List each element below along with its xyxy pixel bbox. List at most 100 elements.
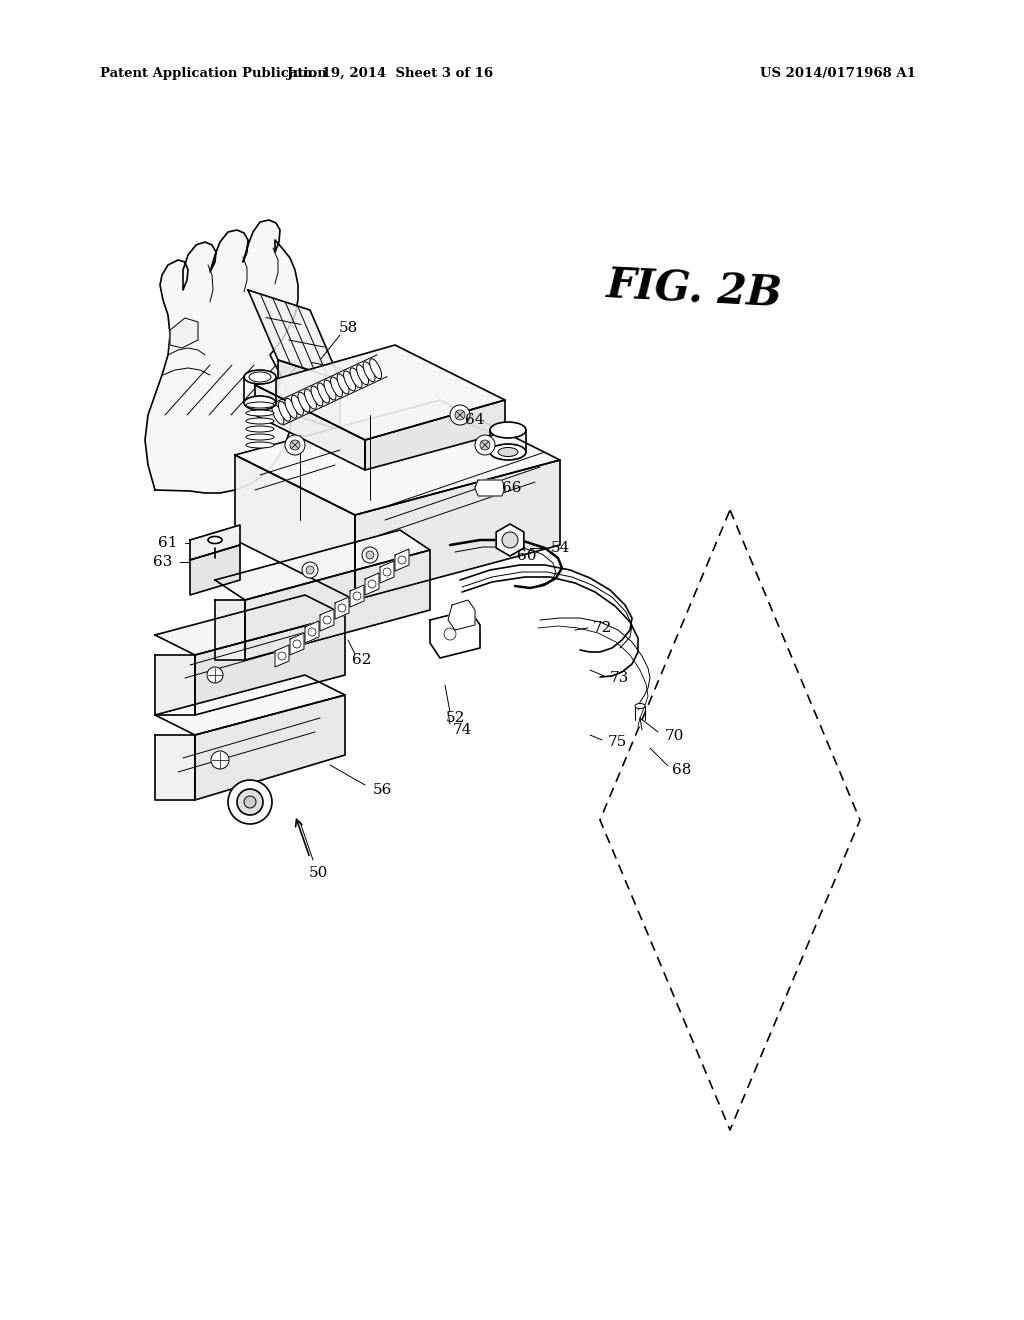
Polygon shape (290, 634, 304, 655)
Ellipse shape (344, 371, 355, 391)
Circle shape (450, 405, 470, 425)
Polygon shape (365, 400, 505, 470)
Ellipse shape (317, 383, 330, 403)
Ellipse shape (285, 399, 297, 418)
Text: Patent Application Publication: Patent Application Publication (100, 66, 327, 79)
Ellipse shape (498, 447, 518, 457)
Polygon shape (255, 345, 505, 440)
Polygon shape (195, 696, 345, 800)
Text: 56: 56 (373, 783, 392, 797)
Text: 58: 58 (338, 321, 357, 335)
Text: 75: 75 (607, 735, 627, 748)
Polygon shape (449, 601, 475, 630)
Polygon shape (355, 459, 560, 601)
Ellipse shape (490, 422, 526, 438)
Ellipse shape (208, 536, 222, 544)
Text: 62: 62 (352, 653, 372, 667)
Ellipse shape (292, 395, 303, 414)
Circle shape (285, 436, 305, 455)
Text: FIG. 2B: FIG. 2B (606, 264, 784, 315)
Ellipse shape (246, 418, 274, 424)
Polygon shape (335, 597, 349, 619)
Circle shape (290, 440, 300, 450)
Polygon shape (155, 595, 345, 655)
Text: 64: 64 (465, 413, 484, 426)
Polygon shape (395, 549, 409, 572)
Text: 61: 61 (159, 536, 178, 550)
Text: 66: 66 (502, 480, 522, 495)
Ellipse shape (475, 480, 505, 495)
Polygon shape (430, 610, 480, 657)
Ellipse shape (244, 396, 276, 411)
Circle shape (353, 591, 361, 601)
Polygon shape (278, 360, 340, 430)
Text: 68: 68 (673, 763, 691, 777)
Polygon shape (380, 561, 394, 583)
Text: 73: 73 (609, 671, 629, 685)
Polygon shape (195, 615, 345, 715)
Polygon shape (155, 655, 195, 715)
Ellipse shape (298, 392, 310, 412)
Ellipse shape (272, 404, 284, 424)
Polygon shape (155, 675, 345, 735)
Circle shape (480, 440, 490, 450)
Ellipse shape (635, 704, 645, 709)
Ellipse shape (246, 426, 274, 432)
Text: 63: 63 (154, 554, 173, 569)
Text: 54: 54 (550, 541, 569, 554)
Circle shape (398, 556, 406, 564)
Text: 52: 52 (445, 711, 465, 725)
Polygon shape (155, 735, 195, 800)
Text: 74: 74 (453, 723, 472, 737)
Text: 50: 50 (308, 866, 328, 880)
Circle shape (306, 566, 314, 574)
Polygon shape (215, 601, 245, 660)
Ellipse shape (249, 372, 271, 381)
Circle shape (455, 411, 465, 420)
Ellipse shape (364, 362, 375, 381)
Polygon shape (305, 620, 319, 643)
Polygon shape (190, 525, 240, 560)
Circle shape (244, 796, 256, 808)
Polygon shape (255, 385, 365, 470)
Polygon shape (215, 531, 430, 601)
Text: 70: 70 (665, 729, 684, 743)
Circle shape (338, 605, 346, 612)
Circle shape (323, 616, 331, 624)
Ellipse shape (246, 411, 274, 416)
Polygon shape (234, 455, 355, 601)
Ellipse shape (370, 359, 382, 379)
Polygon shape (350, 585, 364, 607)
Polygon shape (365, 573, 379, 595)
Polygon shape (475, 480, 505, 496)
Circle shape (207, 667, 223, 682)
Circle shape (237, 789, 263, 814)
Circle shape (502, 532, 518, 548)
Ellipse shape (246, 442, 274, 447)
Polygon shape (245, 550, 430, 660)
Circle shape (475, 436, 495, 455)
Circle shape (293, 640, 301, 648)
Circle shape (211, 751, 229, 770)
Ellipse shape (246, 434, 274, 440)
Polygon shape (234, 400, 560, 515)
Ellipse shape (350, 368, 362, 388)
Text: 72: 72 (592, 620, 611, 635)
Circle shape (228, 780, 272, 824)
Polygon shape (319, 609, 334, 631)
Circle shape (302, 562, 318, 578)
Ellipse shape (324, 380, 336, 400)
Ellipse shape (356, 364, 369, 384)
Ellipse shape (246, 403, 274, 408)
Ellipse shape (311, 387, 323, 407)
Circle shape (383, 568, 391, 576)
Polygon shape (145, 220, 298, 492)
Ellipse shape (244, 370, 276, 384)
Circle shape (278, 652, 286, 660)
Ellipse shape (337, 374, 349, 393)
Circle shape (366, 550, 374, 558)
Circle shape (444, 628, 456, 640)
Ellipse shape (490, 444, 526, 459)
Ellipse shape (304, 389, 316, 409)
Circle shape (362, 546, 378, 564)
